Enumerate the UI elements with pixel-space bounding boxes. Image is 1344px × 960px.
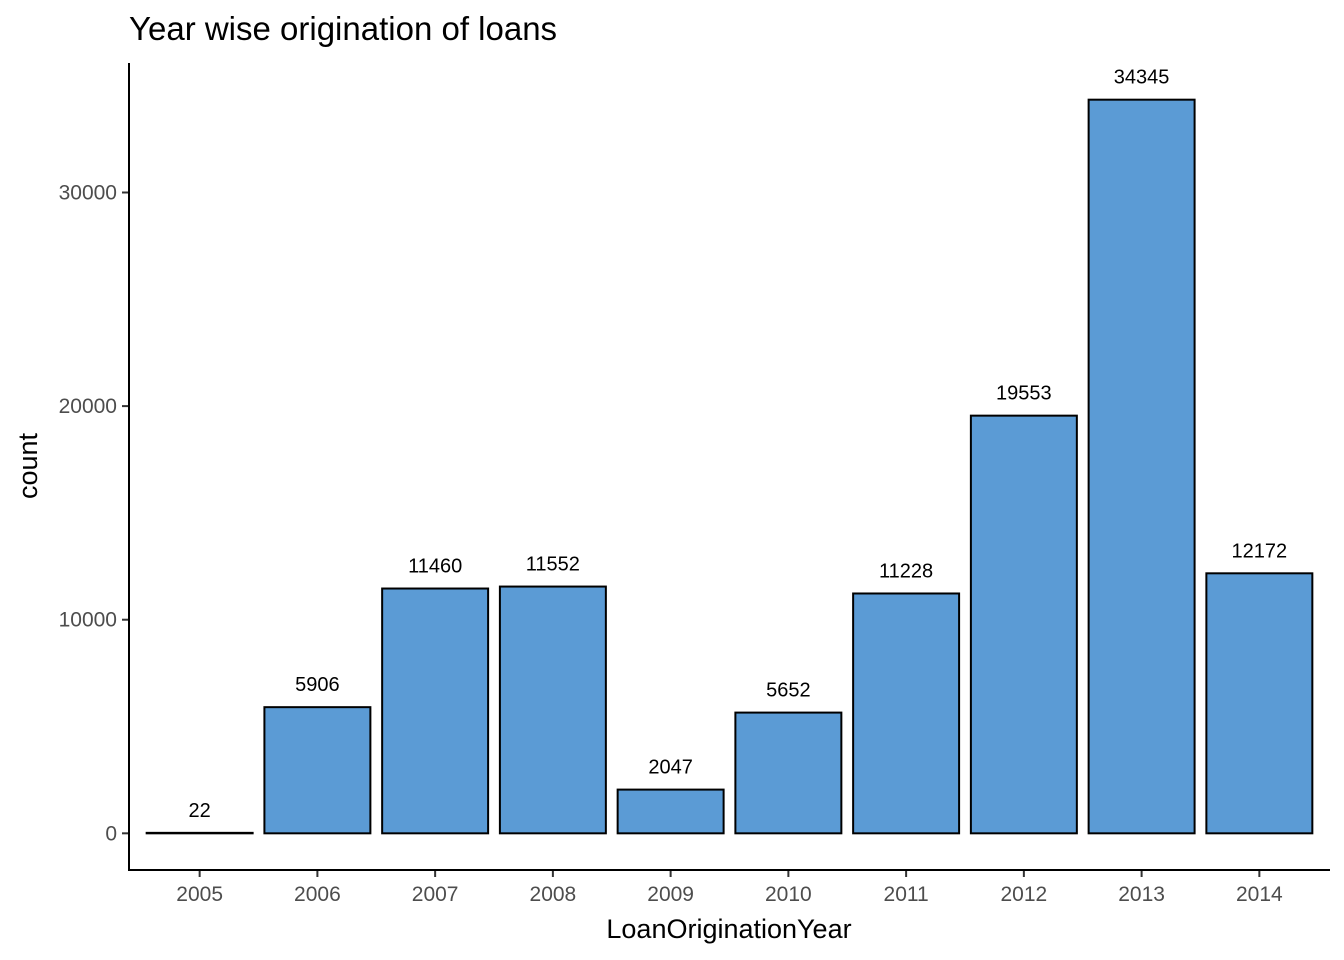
x-tick-label: 2009 (647, 883, 694, 906)
bar-2008 (498, 585, 607, 835)
chart-title: Year wise origination of loans (129, 10, 557, 47)
data-label-2013: 34345 (1114, 67, 1170, 89)
data-label-2011: 11228 (879, 560, 933, 582)
bars (145, 98, 1314, 835)
y-axis-title: count (13, 432, 43, 499)
data-labels: 22 5906 11460 11552 2047 5652 11228 19553 34345 1… (189, 67, 1288, 822)
y-tick-label: 20000 (59, 395, 117, 418)
data-label-2010: 5652 (766, 680, 811, 702)
bar-2014 (1205, 572, 1314, 835)
x-tick-label: 2012 (1001, 883, 1048, 906)
x-tick-label: 2005 (176, 883, 223, 906)
y-tick-label: 0 (105, 822, 117, 845)
y-tick-label: 10000 (59, 609, 117, 632)
x-tick-label: 2010 (765, 883, 812, 906)
bar-2012 (969, 414, 1078, 835)
x-tick-label: 2014 (1236, 883, 1283, 906)
bar-2006 (263, 706, 372, 835)
x-axis-title: LoanOriginationYear (606, 914, 851, 944)
data-label-2008: 11552 (526, 554, 580, 576)
data-label-2005: 22 (189, 800, 211, 822)
bar-2007 (381, 587, 490, 835)
y-axis-ticks: 0 10000 20000 30000 (59, 181, 129, 845)
x-tick-label: 2006 (294, 883, 341, 906)
bar-2011 (852, 592, 961, 835)
data-label-2006: 5906 (295, 674, 340, 696)
x-tick-label: 2013 (1118, 883, 1165, 906)
bar-2013 (1087, 98, 1196, 835)
data-label-2012: 19553 (996, 383, 1052, 405)
x-tick-label: 2007 (412, 883, 459, 906)
data-label-2007: 11460 (408, 556, 462, 578)
data-label-2009: 2047 (648, 757, 693, 779)
x-tick-label: 2011 (884, 883, 929, 906)
bar-2010 (734, 711, 843, 835)
bar-2009 (616, 788, 725, 835)
x-tick-label: 2008 (530, 883, 577, 906)
y-tick-label: 30000 (59, 181, 117, 204)
data-label-2014: 12172 (1232, 540, 1288, 562)
x-axis-ticks: 2005 2006 2007 2008 2009 2010 2011 2012 2013 2014 (176, 870, 1283, 906)
